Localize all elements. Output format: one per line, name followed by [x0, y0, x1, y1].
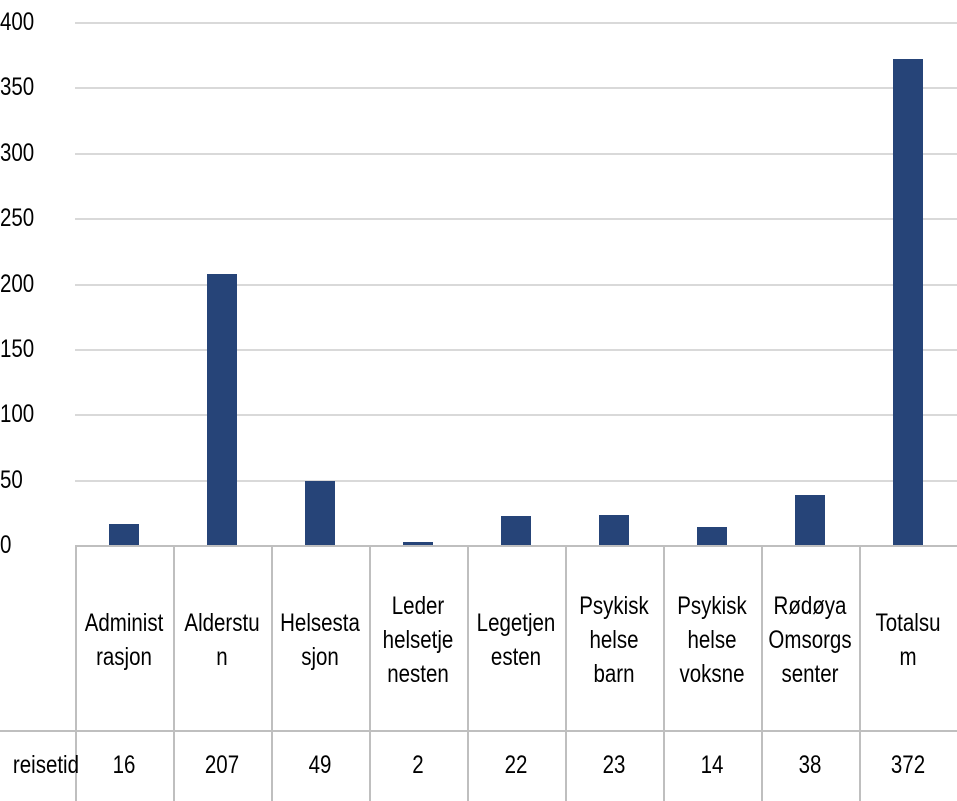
- y-tick-label: 200: [0, 269, 35, 298]
- table-line: [369, 545, 371, 801]
- table-line: [75, 545, 77, 801]
- table-line: [0, 730, 957, 732]
- y-tick-label: 350: [0, 73, 35, 102]
- data-table-value: 38: [798, 751, 822, 779]
- grid-line: [75, 414, 957, 417]
- table-line: [467, 545, 469, 801]
- x-tick-label: Rødøya Omsorgs senter: [768, 591, 852, 688]
- grid-line: [75, 348, 957, 351]
- x-tick-label: Alderstu n: [184, 608, 260, 671]
- bar: [305, 480, 335, 545]
- data-table-value: 2: [412, 751, 424, 779]
- x-tick-label: Leder helsetje nesten: [382, 591, 454, 688]
- legend-label: reisetid: [12, 751, 79, 779]
- bar: [697, 526, 727, 545]
- bar: [207, 274, 237, 545]
- y-tick-label: 250: [0, 204, 35, 233]
- bar: [893, 58, 923, 545]
- table-line: [859, 545, 861, 801]
- table-line: [761, 545, 763, 801]
- grid-line: [75, 87, 957, 90]
- x-tick-label: Psykisk helse barn: [579, 591, 649, 688]
- data-table-value: 372: [890, 751, 926, 779]
- grid-line: [75, 218, 957, 221]
- y-tick-label: 150: [0, 334, 35, 363]
- grid-line: [75, 479, 957, 482]
- grid-line: [75, 22, 957, 24]
- grid-line: [75, 283, 957, 286]
- bar: [109, 524, 139, 545]
- bar: [795, 495, 825, 545]
- y-tick-label: 300: [0, 138, 35, 167]
- x-tick-label: Legetjen esten: [476, 608, 556, 671]
- grid-line: [75, 152, 957, 155]
- data-table-value: 22: [504, 751, 528, 779]
- bar: [501, 516, 531, 545]
- table-line: [75, 545, 957, 547]
- y-tick-label: 0: [0, 531, 12, 559]
- bar: [599, 514, 629, 545]
- x-tick-label: Helsesta sjon: [280, 608, 360, 671]
- y-tick-label: 400: [0, 8, 35, 36]
- data-table-value: 14: [700, 751, 724, 779]
- bar: [403, 542, 433, 545]
- table-line: [663, 545, 665, 801]
- data-table-value: 23: [602, 751, 626, 779]
- y-tick-label: 100: [0, 400, 35, 429]
- x-tick-label: Administ rasjon: [84, 608, 164, 671]
- table-line: [565, 545, 567, 801]
- table-line: [173, 545, 175, 801]
- x-tick-label: Totalsu m: [875, 608, 941, 671]
- table-line: [271, 545, 273, 801]
- data-table-value: 16: [112, 751, 136, 779]
- x-tick-label: Psykisk helse voksne: [677, 591, 747, 688]
- y-tick-label: 50: [0, 465, 23, 494]
- data-table-value: 49: [308, 751, 332, 779]
- data-table-value: 207: [204, 751, 240, 779]
